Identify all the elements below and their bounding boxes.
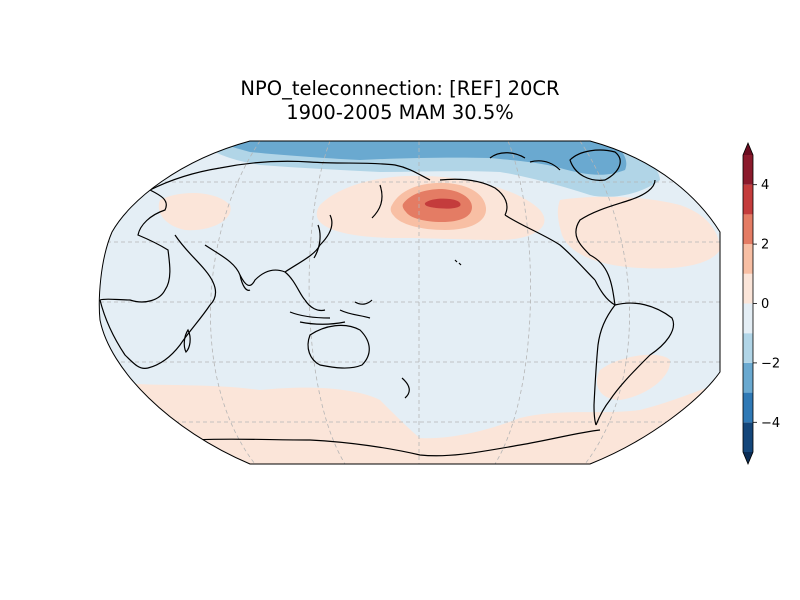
colorbar-segment	[743, 303, 753, 334]
colorbar-tick-label: 2	[761, 238, 769, 253]
coastlines	[99, 149, 674, 457]
colorbar-extend-min	[743, 452, 753, 464]
colorbar-tick-label: 4	[761, 178, 769, 193]
colorbar-segment	[743, 333, 753, 363]
colorbar-tick-label: −2	[761, 356, 780, 371]
arctic-negative-core	[220, 141, 627, 175]
colorbar-extend-max	[743, 143, 753, 155]
colorbar-tick-label: −4	[761, 416, 780, 431]
figure-title-line-2: 1900-2005 MAM 30.5%	[286, 101, 514, 124]
southern-ocean-positive-band	[99, 380, 720, 464]
figure-title-line-1: NPO_teleconnection: [REF] 20CR	[240, 77, 560, 100]
colorbar-outline	[742, 141, 754, 466]
colorbar-segment	[743, 214, 753, 245]
colorbar-segment	[743, 362, 753, 393]
gridlines	[100, 141, 720, 464]
globe-outline	[98, 140, 721, 465]
colorbar-segment	[743, 422, 753, 452]
map-globe	[99, 141, 720, 464]
colorbar-segment	[743, 184, 753, 215]
north-pacific-positive-center	[424, 198, 461, 209]
eurasia-positive-patch	[158, 193, 231, 231]
colorbar-segment	[743, 273, 753, 304]
colorbar-segment	[743, 155, 753, 185]
colorbar-segment	[743, 244, 753, 274]
colorbar-segment	[743, 392, 753, 423]
north-america-positive-area	[557, 196, 720, 269]
south-america-positive-patch	[596, 354, 671, 400]
colorbar-tick-label: 0	[761, 297, 769, 312]
colorbar: −4 −2 0 2 4	[742, 141, 780, 466]
